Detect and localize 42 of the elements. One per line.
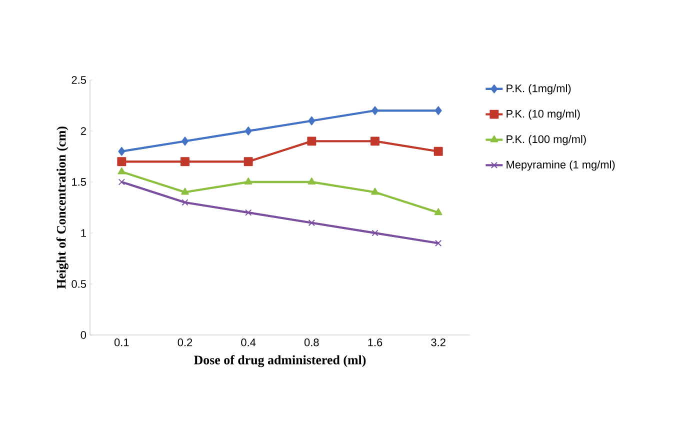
point [182,199,188,206]
point [308,178,316,184]
x-tick-label: 0.1 [114,338,129,346]
point [181,188,189,195]
y-tick-label: 1.5 [72,178,86,186]
point [308,116,316,126]
x-tick-label: 1.6 [368,338,382,346]
point [372,230,378,236]
x-tick-label: 0.2 [178,338,192,346]
point [182,136,188,146]
point [371,188,379,195]
point [118,178,125,186]
x-axis-title: Dose of drug administered (ml) [194,355,366,368]
point [308,219,315,226]
y-axis-title: Height of Concentration (cm) [56,126,68,289]
point [372,106,378,116]
x-tick-label: 3.2 [431,338,446,346]
point [244,157,253,166]
x-tick-label: 0.4 [241,338,256,346]
y-tick-label: 0 [80,331,86,339]
point [180,157,190,166]
point [117,157,126,166]
legend-label: P.K. (10 mg/ml) [506,110,580,120]
point [434,208,442,216]
x-tick-label: 0.8 [304,338,319,346]
legend-label: Mepyramine (1 mg/ml) [506,160,615,171]
point [244,178,252,184]
y-tick-label: 1 [81,229,86,237]
y-tick-label: 0.5 [72,280,86,288]
point [118,167,126,174]
point [244,126,252,136]
point [118,146,126,156]
point [370,136,380,146]
point [434,146,443,156]
y-tick-label: 2.5 [72,76,86,84]
point [245,209,252,216]
legend-label: P.K. (1mg/ml) [506,84,571,94]
point [435,240,442,247]
point [307,136,316,146]
legend-label: P.K. (100 mg/ml) [506,135,586,146]
point [434,106,442,116]
y-tick-label: 2 [80,127,86,135]
